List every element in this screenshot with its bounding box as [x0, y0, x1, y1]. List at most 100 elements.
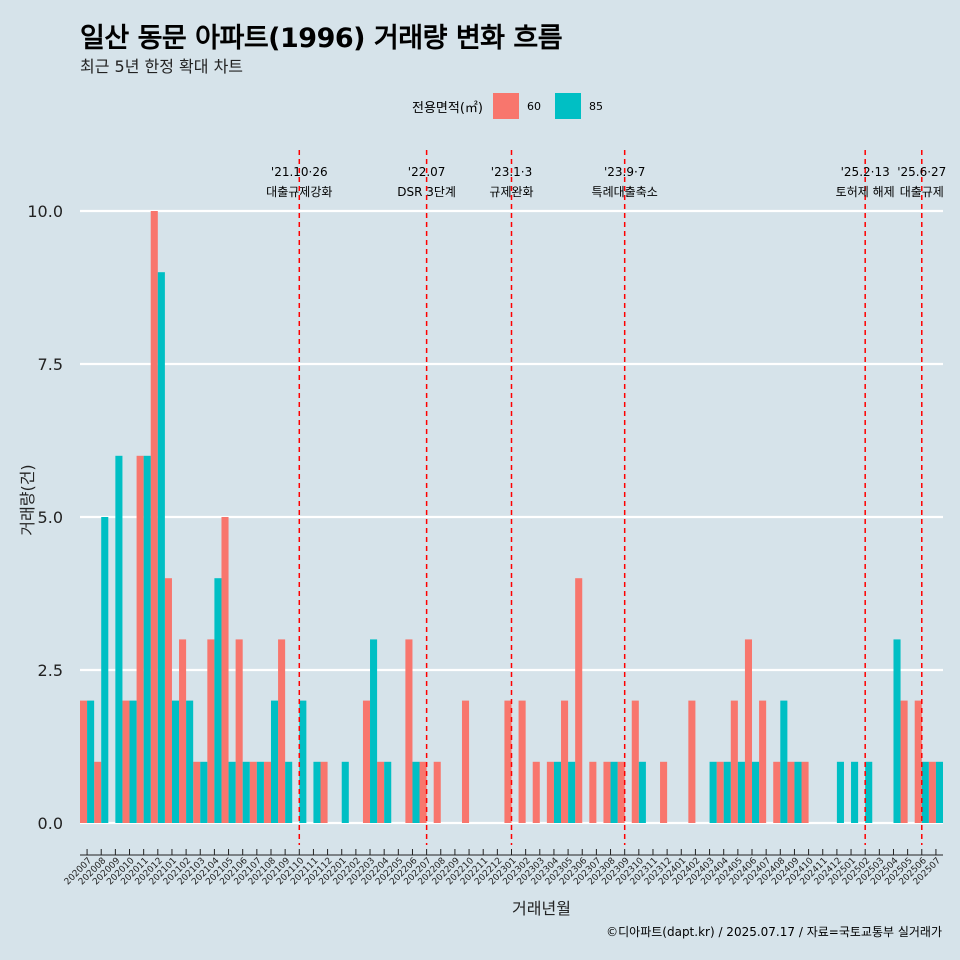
bar-60-202305 — [561, 700, 569, 823]
bar-60-202101 — [164, 578, 172, 823]
legend-label-85: 85 — [588, 99, 603, 113]
legend-swatch-60 — [492, 93, 519, 119]
event-label-0: 대출규제강화 — [266, 185, 332, 199]
bar-60-202310 — [631, 700, 639, 823]
bar-85-202506 — [921, 761, 929, 823]
event-date-5: '25.6·27 — [897, 165, 946, 179]
legend-label-60: 60 — [526, 99, 541, 113]
bar-60-202102 — [179, 639, 187, 823]
bar-60-202405 — [730, 700, 738, 823]
bar-85-202405 — [737, 761, 745, 823]
bar-60-202112 — [320, 761, 328, 823]
legend-title: 전용면적(㎡) — [412, 100, 483, 116]
chart-subtitle: 최근 5년 한정 확대 차트 — [80, 57, 244, 76]
bar-85-202108 — [270, 700, 279, 823]
bar-60-202304 — [546, 761, 554, 823]
bar-60-202007 — [80, 700, 88, 823]
bar-60-202303 — [532, 761, 540, 823]
bar-85-202409 — [794, 761, 802, 823]
y-tick-label: 2.5 — [38, 661, 63, 680]
bar-60-202309 — [617, 761, 625, 823]
bar-60-202307 — [589, 761, 597, 823]
event-date-3: '23.9·7 — [604, 165, 645, 179]
bar-60-202012 — [150, 211, 158, 823]
bar-85-202011 — [143, 455, 151, 823]
bar-60-202404 — [716, 761, 724, 823]
bar-85-202404 — [723, 761, 731, 823]
bar-85-202203 — [370, 639, 378, 823]
event-date-4: '25.2·13 — [841, 165, 890, 179]
bar-85-202008 — [101, 517, 109, 823]
bar-85-202206 — [412, 761, 420, 823]
bar-60-202505 — [900, 700, 908, 823]
bar-85-202101 — [171, 700, 180, 823]
bar-60-202204 — [377, 761, 385, 823]
bar-60-202206 — [405, 639, 413, 823]
bar-60-202406 — [744, 639, 753, 823]
event-date-2: '23.1·3 — [491, 165, 532, 179]
bar-85-202310 — [638, 761, 646, 823]
bar-85-202502 — [865, 761, 873, 823]
bar-85-202103 — [200, 761, 208, 823]
bar-60-202306 — [575, 578, 583, 823]
event-label-3: 특례대출축소 — [592, 185, 658, 199]
bar-85-202305 — [568, 761, 576, 823]
bar-60-202409 — [787, 761, 795, 823]
bar-60-202203 — [362, 700, 371, 823]
bar-85-202104 — [214, 578, 222, 823]
legend-swatch-85 — [554, 93, 581, 119]
bar-60-202210 — [461, 700, 470, 823]
bar-60-202106 — [235, 639, 243, 823]
y-tick-label: 5.0 — [38, 508, 63, 527]
chart-footer: ©디아파트(dapt.kr) / 2025.07.17 / 자료=국토교통부 실… — [606, 925, 942, 939]
x-axis-title: 거래년월 — [512, 899, 571, 918]
bar-85-202204 — [384, 761, 392, 823]
bar-85-202009 — [115, 455, 123, 823]
bar-85-202501 — [851, 761, 859, 823]
bar-60-202207 — [419, 761, 427, 823]
bar-60-202103 — [193, 761, 201, 823]
bar-85-202408 — [780, 700, 788, 823]
bar-60-202108 — [263, 761, 271, 823]
y-tick-label: 0.0 — [38, 814, 63, 833]
bar-85-202308 — [610, 761, 618, 823]
event-label-1: DSR 3단계 — [397, 185, 456, 199]
bar-60-202010 — [122, 700, 130, 823]
bar-85-202106 — [242, 761, 250, 823]
bar-85-202507 — [935, 761, 943, 823]
bar-60-202410 — [801, 761, 809, 823]
bar-85-202007 — [87, 700, 95, 823]
bar-85-202412 — [836, 761, 844, 823]
bar-60-202104 — [207, 639, 215, 823]
bar-60-202105 — [221, 517, 229, 823]
bar-85-202403 — [709, 761, 717, 823]
bar-60-202506 — [914, 700, 922, 823]
bar-60-202109 — [278, 639, 286, 823]
bar-60-202301 — [504, 700, 512, 823]
bar-85-202406 — [752, 761, 760, 823]
bar-60-202312 — [660, 761, 668, 823]
chart-title: 일산 동문 아파트(1996) 거래량 변화 흐름 — [80, 23, 563, 54]
bar-85-202102 — [186, 700, 194, 823]
bar-85-202107 — [256, 761, 264, 823]
event-date-1: '22.07 — [408, 165, 446, 179]
bar-60-202208 — [433, 761, 441, 823]
bar-85-202012 — [157, 272, 165, 823]
event-label-4: 토허제 해제 — [836, 185, 895, 199]
bar-85-202304 — [553, 761, 562, 823]
bar-60-202507 — [928, 761, 936, 823]
bar-60-202402 — [688, 700, 696, 823]
bar-85-202010 — [129, 700, 137, 823]
bar-60-202011 — [136, 455, 144, 823]
bar-85-202504 — [893, 639, 901, 823]
bar-60-202107 — [249, 761, 257, 823]
event-label-2: 규제완화 — [489, 185, 533, 199]
bar-60-202408 — [773, 761, 781, 823]
event-date-0: '21.10·26 — [271, 165, 328, 179]
bar-60-202302 — [518, 700, 526, 823]
bar-85-202105 — [228, 761, 236, 823]
event-label-5: 대출규제 — [900, 185, 944, 199]
bar-85-202111 — [313, 761, 321, 823]
y-tick-label: 7.5 — [38, 355, 63, 374]
